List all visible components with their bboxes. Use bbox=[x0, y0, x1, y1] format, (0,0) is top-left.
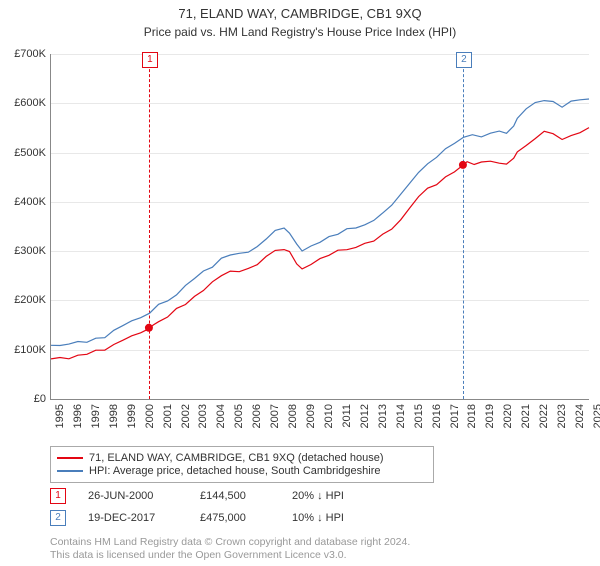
x-axis-label: 2020 bbox=[502, 404, 514, 428]
legend-swatch bbox=[57, 457, 83, 459]
chart-title: 71, ELAND WAY, CAMBRIDGE, CB1 9XQ bbox=[0, 6, 600, 21]
plot-region: 12 bbox=[50, 54, 589, 400]
event-vs-hpi: 10% ↓ HPI bbox=[292, 512, 344, 524]
x-axis-label: 2006 bbox=[251, 404, 263, 428]
x-axis-label: 1995 bbox=[54, 404, 66, 428]
x-axis-label: 1998 bbox=[108, 404, 120, 428]
event-marker-2: 2 bbox=[50, 510, 66, 526]
x-axis-label: 2017 bbox=[449, 404, 461, 428]
event-row-1: 1 26-JUN-2000 £144,500 20% ↓ HPI bbox=[50, 488, 344, 504]
x-axis-label: 2018 bbox=[466, 404, 478, 428]
x-axis-label: 2015 bbox=[413, 404, 425, 428]
event-price: £475,000 bbox=[200, 512, 270, 524]
event-row-2: 2 19-DEC-2017 £475,000 10% ↓ HPI bbox=[50, 510, 344, 526]
x-axis-label: 2022 bbox=[538, 404, 550, 428]
event-price: £144,500 bbox=[200, 490, 270, 502]
x-axis-label: 2023 bbox=[556, 404, 568, 428]
x-axis-label: 2025 bbox=[592, 404, 600, 428]
x-axis-label: 2009 bbox=[305, 404, 317, 428]
x-axis-label: 2008 bbox=[287, 404, 299, 428]
chart-area: 12 £0£100K£200K£300K£400K£500K£600K£700K… bbox=[50, 54, 588, 399]
x-axis-label: 1996 bbox=[72, 404, 84, 428]
x-axis-label: 2001 bbox=[162, 404, 174, 428]
x-axis-label: 2002 bbox=[180, 404, 192, 428]
x-axis-label: 2005 bbox=[233, 404, 245, 428]
series-hpi bbox=[51, 54, 589, 399]
footnote: Contains HM Land Registry data © Crown c… bbox=[50, 536, 410, 562]
y-axis-label: £600K bbox=[0, 97, 46, 109]
legend-label: HPI: Average price, detached house, Sout… bbox=[89, 465, 380, 477]
y-axis-label: £400K bbox=[0, 196, 46, 208]
x-axis-label: 2012 bbox=[359, 404, 371, 428]
x-axis-label: 2013 bbox=[377, 404, 389, 428]
x-axis-label: 2019 bbox=[484, 404, 496, 428]
y-axis-label: £300K bbox=[0, 245, 46, 257]
x-axis-label: 2024 bbox=[574, 404, 586, 428]
legend-label: 71, ELAND WAY, CAMBRIDGE, CB1 9XQ (detac… bbox=[89, 452, 383, 464]
legend-item: HPI: Average price, detached house, Sout… bbox=[57, 465, 427, 477]
x-axis-label: 2014 bbox=[395, 404, 407, 428]
x-axis-label: 2016 bbox=[431, 404, 443, 428]
y-axis-label: £0 bbox=[0, 393, 46, 405]
x-axis-label: 2007 bbox=[269, 404, 281, 428]
x-axis-label: 2004 bbox=[215, 404, 227, 428]
legend: 71, ELAND WAY, CAMBRIDGE, CB1 9XQ (detac… bbox=[50, 446, 434, 483]
x-axis-label: 1997 bbox=[90, 404, 102, 428]
chart-subtitle: Price paid vs. HM Land Registry's House … bbox=[0, 25, 600, 39]
x-axis-label: 2010 bbox=[323, 404, 335, 428]
x-axis-label: 1999 bbox=[126, 404, 138, 428]
x-axis-label: 2003 bbox=[197, 404, 209, 428]
event-vs-hpi: 20% ↓ HPI bbox=[292, 490, 344, 502]
legend-swatch bbox=[57, 470, 83, 472]
event-date: 26-JUN-2000 bbox=[88, 490, 178, 502]
x-axis-label: 2000 bbox=[144, 404, 156, 428]
x-axis-label: 2011 bbox=[341, 404, 353, 428]
x-axis-label: 2021 bbox=[520, 404, 532, 428]
footnote-line2: This data is licensed under the Open Gov… bbox=[50, 549, 410, 562]
y-axis-label: £700K bbox=[0, 48, 46, 60]
legend-item: 71, ELAND WAY, CAMBRIDGE, CB1 9XQ (detac… bbox=[57, 452, 427, 464]
event-marker-1: 1 bbox=[50, 488, 66, 504]
footnote-line1: Contains HM Land Registry data © Crown c… bbox=[50, 536, 410, 549]
y-axis-label: £100K bbox=[0, 344, 46, 356]
y-axis-label: £200K bbox=[0, 294, 46, 306]
event-date: 19-DEC-2017 bbox=[88, 512, 178, 524]
y-axis-label: £500K bbox=[0, 147, 46, 159]
